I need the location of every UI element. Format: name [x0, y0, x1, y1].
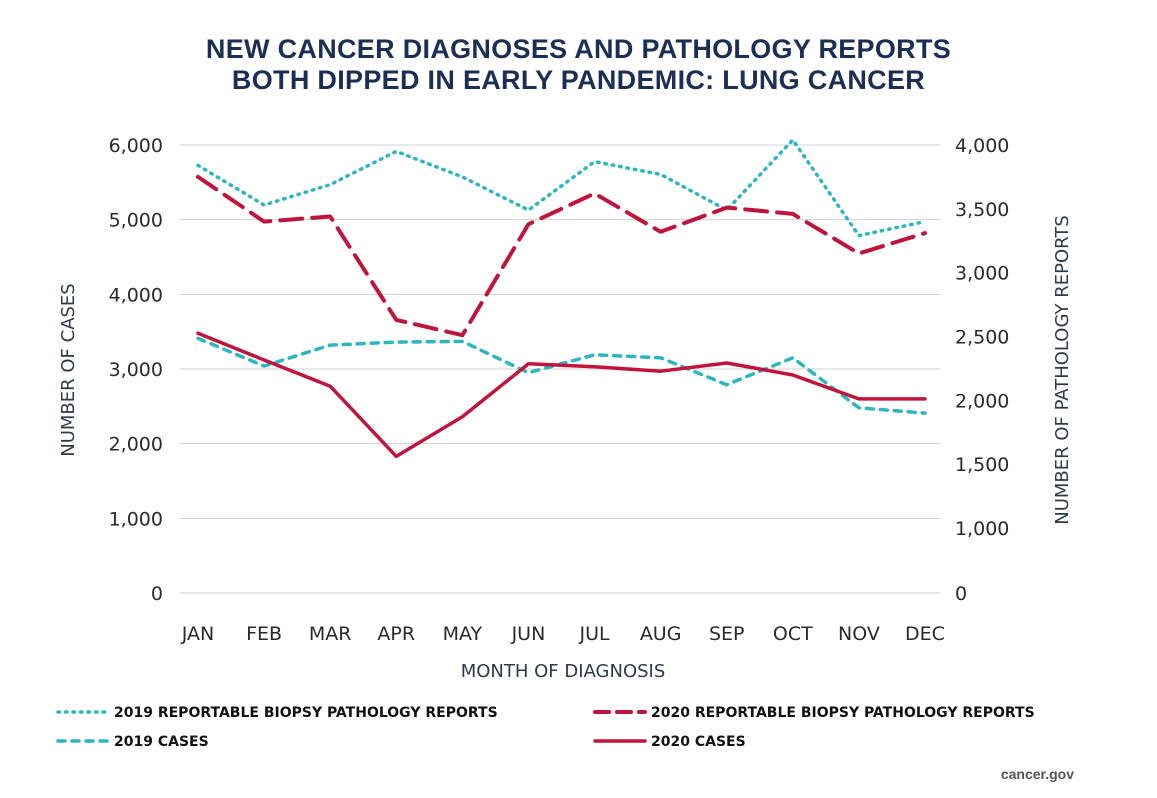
series-line-3	[196, 331, 927, 459]
y-tick-label: 4,000	[109, 284, 163, 306]
series-lines	[196, 138, 927, 459]
x-tick-label: NOV	[838, 623, 880, 645]
y-tick-label: 0	[151, 583, 163, 605]
y-right-tick-label: 1,500	[955, 454, 1009, 476]
y-axis-ticks: 0 1,000 2,000 3,000 4,000 5,000 6,000	[109, 135, 163, 605]
legend-label: 2019 CASES	[114, 734, 209, 750]
x-tick-label: MAY	[443, 623, 483, 645]
y-tick-label: 3,000	[109, 359, 163, 381]
x-tick-label: JUL	[578, 623, 610, 645]
x-tick-label: OCT	[773, 623, 813, 645]
y-tick-label: 1,000	[109, 508, 163, 530]
y-tick-label: 5,000	[109, 210, 163, 232]
x-axis-ticks: JAN FEB MAR APR MAY JUN JUL AUG SEP OCT NOV DEC	[181, 623, 945, 645]
legend-label: 2019 REPORTABLE BIOPSY PATHOLOGY REPORTS	[114, 705, 498, 721]
y-right-tick-label: 0	[955, 583, 967, 605]
x-tick-label: FEB	[246, 623, 282, 645]
x-axis-label: MONTH OF DIAGNOSIS	[461, 661, 666, 682]
y-right-tick-label: 3,000	[955, 263, 1009, 285]
series-line-0	[196, 138, 927, 238]
source-label: cancer.gov	[1000, 766, 1074, 782]
y-tick-label: 2,000	[109, 434, 163, 456]
series-line-1	[196, 174, 927, 338]
title-line-1: NEW CANCER DIAGNOSES AND PATHOLOGY REPOR…	[205, 34, 952, 64]
x-tick-label: JAN	[181, 623, 214, 645]
title-line-2: BOTH DIPPED IN EARLY PANDEMIC: LUNG CANC…	[231, 65, 926, 95]
legend: 2019 REPORTABLE BIOPSY PATHOLOGY REPORTS…	[56, 705, 1035, 750]
x-tick-label: SEP	[709, 623, 745, 645]
x-tick-label: MAR	[309, 623, 352, 645]
legend-label: 2020 CASES	[651, 734, 746, 750]
y-right-tick-label: 2,000	[955, 390, 1009, 412]
y-tick-label: 6,000	[109, 135, 163, 157]
y-right-tick-label: 4,000	[955, 135, 1009, 157]
y-axis-label: NUMBER OF CASES	[58, 283, 79, 456]
legend-label: 2020 REPORTABLE BIOPSY PATHOLOGY REPORTS	[651, 705, 1035, 721]
x-tick-label: AUG	[640, 623, 682, 645]
y-right-tick-label: 3,500	[955, 199, 1009, 221]
y-axis-right-label: NUMBER OF PATHOLOGY REPORTS	[1052, 215, 1073, 525]
x-tick-label: APR	[377, 623, 415, 645]
y-axis-right-ticks: 0 1,000 1,500 2,000 2,500 3,000 3,500 4,000	[955, 135, 1009, 605]
x-tick-label: JUN	[511, 623, 546, 645]
gridlines	[180, 144, 940, 594]
y-right-tick-label: 2,500	[955, 327, 1009, 349]
x-tick-label: DEC	[905, 623, 945, 645]
y-right-tick-label: 1,000	[955, 518, 1009, 540]
chart-title: NEW CANCER DIAGNOSES AND PATHOLOGY REPOR…	[0, 34, 1157, 96]
